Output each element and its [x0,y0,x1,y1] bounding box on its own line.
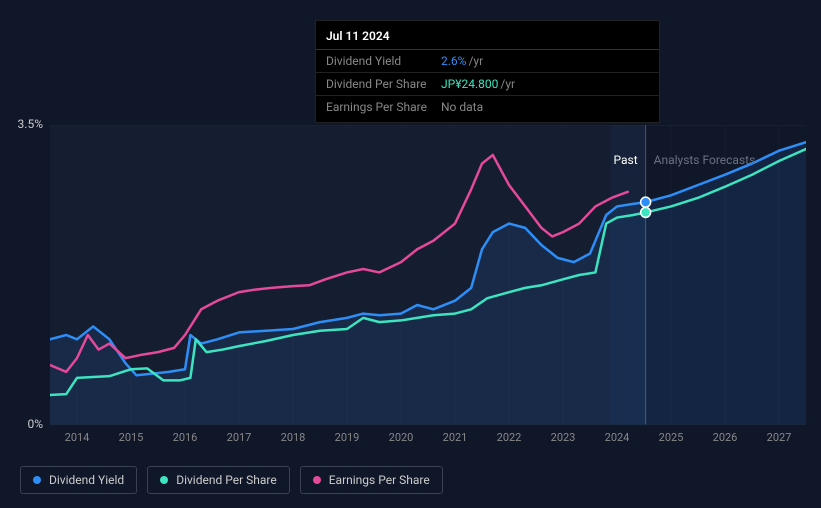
tooltip-value: No data [441,100,483,114]
x-axis-label: 2024 [605,431,630,444]
x-axis-label: 2023 [551,431,576,444]
legend-label: Dividend Yield [49,473,124,487]
y-axis-label: 0% [27,417,43,431]
forecast-label: Analysts Forecasts [654,153,756,167]
x-axis-label: 2026 [713,431,738,444]
x-axis-label: 2027 [767,431,792,444]
x-axis-label: 2015 [119,431,144,444]
x-axis-label: 2014 [65,431,90,444]
x-axis-label: 2017 [227,431,252,444]
chart-plot[interactable]: Past Analysts Forecasts [50,125,806,425]
past-label: Past [613,153,637,167]
legend-item[interactable]: Dividend Per Share [147,466,290,494]
legend-label: Earnings Per Share [329,473,430,487]
legend-label: Dividend Per Share [176,473,277,487]
tooltip-panel: Jul 11 2024 Dividend Yield2.6% /yrDivide… [315,20,660,123]
x-axis-label: 2018 [281,431,306,444]
x-axis-label: 2016 [173,431,198,444]
tooltip-label: Dividend Yield [326,54,441,68]
x-axis-label: 2020 [389,431,414,444]
tooltip-row: Dividend Yield2.6% /yr [316,50,659,73]
legend: Dividend Yield Dividend Per Share Earnings… [20,466,443,494]
tooltip-value: JP¥24.800 [441,77,498,91]
y-axis-label: 3.5% [18,117,43,131]
chart-container: 3.5% 0% Past Analysts Forecasts 2014 2015 20… [0,105,821,445]
tooltip-row: Earnings Per ShareNo data [316,96,659,122]
x-axis-label: 2021 [443,431,468,444]
legend-dot-icon [33,476,41,484]
tooltip-row: Dividend Per ShareJP¥24.800 /yr [316,73,659,96]
legend-dot-icon [160,476,168,484]
legend-dot-icon [313,476,321,484]
x-axis-label: 2025 [659,431,684,444]
legend-item[interactable]: Earnings Per Share [300,466,443,494]
x-axis-label: 2019 [335,431,360,444]
tooltip-value: 2.6% [441,54,466,68]
legend-item[interactable]: Dividend Yield [20,466,137,494]
x-axis-label: 2022 [497,431,522,444]
x-axis-labels: 2014 2015 2016 2017 2018 2019 2020 2021 2022 2023… [50,431,806,451]
tooltip-date: Jul 11 2024 [316,21,659,50]
tooltip-label: Dividend Per Share [326,77,441,91]
tooltip-suffix: /yr [500,77,515,91]
tooltip-label: Earnings Per Share [326,100,441,114]
tooltip-suffix: /yr [468,54,483,68]
